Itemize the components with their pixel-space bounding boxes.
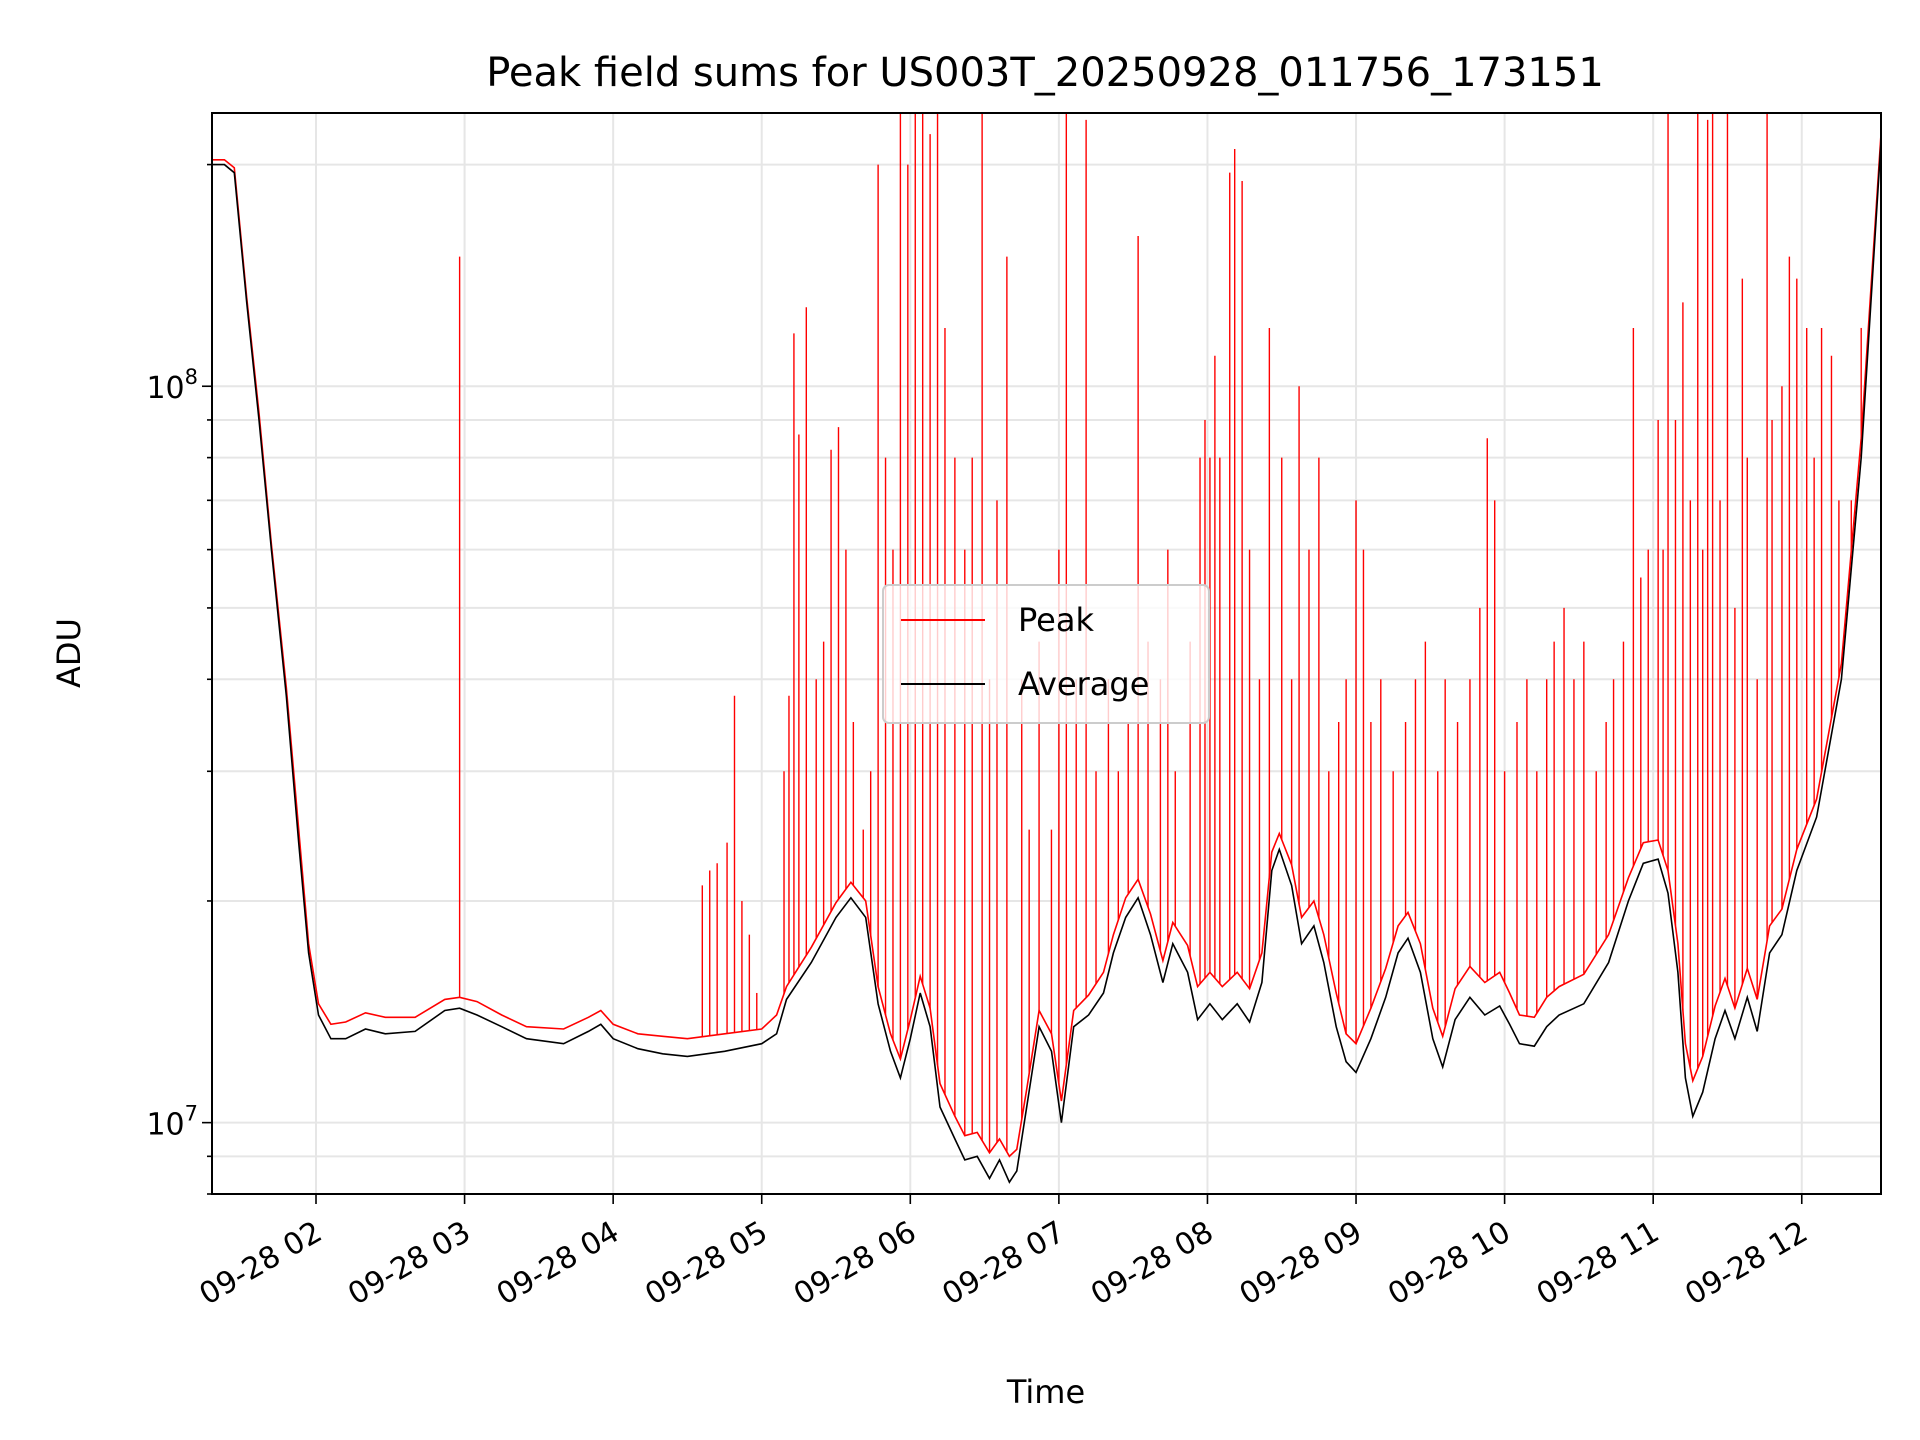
- x-axis-title: Time: [1006, 1373, 1085, 1411]
- series-group: [212, 113, 1881, 1184]
- legend: Peak Average: [882, 584, 1210, 724]
- y-tick-label: 108: [146, 365, 198, 406]
- chart-title: Peak field sums for US003T_20250928_0117…: [486, 50, 1604, 96]
- y-axis-title: ADU: [50, 618, 88, 688]
- series-peak-line: [212, 134, 1881, 1158]
- y-tick-label: 107: [146, 1102, 198, 1143]
- legend-peak-label: Peak: [1018, 601, 1094, 639]
- legend-average-label: Average: [1018, 665, 1149, 703]
- grid: [212, 113, 1881, 1195]
- series-average-line: [212, 141, 1881, 1184]
- plot-frame: [211, 112, 1882, 1195]
